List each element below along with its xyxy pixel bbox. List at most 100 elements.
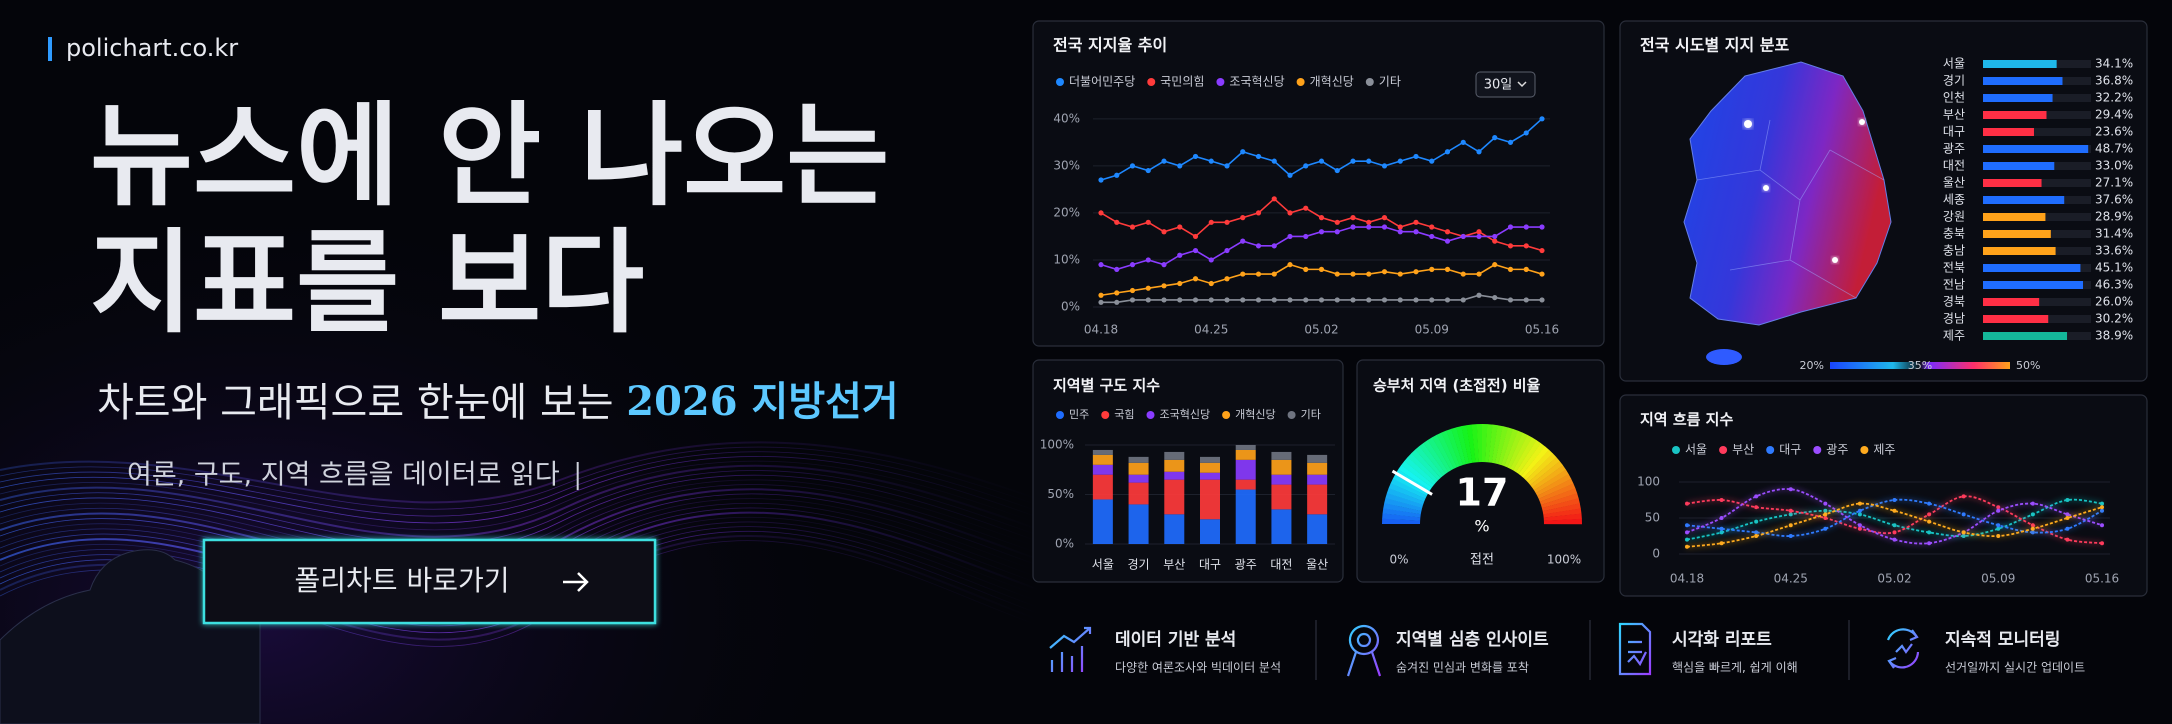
value-label: 31.4% bbox=[2095, 227, 2133, 241]
dropdown-label[interactable]: 30일 bbox=[1484, 78, 1513, 93]
data-point bbox=[1523, 266, 1529, 272]
legend-label: 국민의힘 bbox=[1160, 75, 1204, 89]
y-tick-label: 10% bbox=[1053, 252, 1080, 266]
data-point bbox=[1685, 537, 1689, 542]
bar-segment bbox=[1092, 499, 1113, 544]
data-point bbox=[1927, 519, 1932, 524]
data-point bbox=[1145, 219, 1151, 225]
y-tick-label: 0% bbox=[1061, 300, 1080, 314]
data-point bbox=[1413, 297, 1419, 303]
data-point bbox=[1303, 163, 1309, 169]
dropdown-caret[interactable] bbox=[1517, 81, 1527, 88]
data-point bbox=[1476, 229, 1482, 235]
wave-line bbox=[0, 456, 1041, 524]
data-point bbox=[1366, 219, 1372, 225]
bar-segment bbox=[1164, 451, 1185, 460]
gauge-band bbox=[1441, 430, 1460, 468]
data-point bbox=[1334, 271, 1340, 277]
dropdown-frame[interactable] bbox=[1475, 71, 1536, 98]
feature-subtitle: 다양한 여론조사와 빅데이터 분석 bbox=[1115, 661, 1281, 675]
bar-segment bbox=[1092, 474, 1113, 500]
data-point bbox=[1823, 501, 1828, 506]
bar bbox=[1983, 94, 2053, 102]
data-point bbox=[1255, 153, 1262, 160]
region-label: 인천 bbox=[1943, 90, 1965, 105]
data-point bbox=[1350, 271, 1356, 277]
y-tick-label: 30% bbox=[1053, 158, 1080, 172]
data-point bbox=[1857, 508, 1862, 513]
scale-tick-label: 20% bbox=[1800, 359, 1824, 372]
x-tick-label: 04.18 bbox=[1670, 572, 1704, 586]
data-point bbox=[1114, 172, 1120, 178]
data-point bbox=[1754, 519, 1759, 524]
data-point bbox=[1240, 238, 1246, 244]
data-point bbox=[2065, 512, 2070, 517]
color-scale bbox=[1830, 362, 2010, 369]
region-label: 전남 bbox=[1943, 278, 1965, 292]
gauge-band bbox=[1537, 478, 1574, 499]
data-point bbox=[1208, 297, 1214, 303]
data-point bbox=[1177, 163, 1183, 169]
range-dropdown[interactable]: 30일 bbox=[1475, 71, 1536, 98]
gauge-marker bbox=[1391, 469, 1433, 496]
legend-label: 조국혁신당 bbox=[1160, 408, 1211, 421]
gauge-band bbox=[1415, 446, 1444, 478]
legend-label: 제주 bbox=[1873, 443, 1895, 457]
gauge-band bbox=[1494, 426, 1509, 465]
gauge-band bbox=[1382, 518, 1421, 524]
data-point bbox=[1892, 530, 1897, 535]
gauge-band bbox=[1419, 442, 1446, 476]
gauge-band bbox=[1485, 424, 1493, 463]
data-point bbox=[1240, 297, 1246, 303]
gauge-band bbox=[1446, 428, 1463, 467]
subtitle-highlight: 2026 지방선거 bbox=[626, 378, 898, 425]
data-point bbox=[1287, 210, 1293, 216]
data-point bbox=[1334, 229, 1340, 235]
data-point bbox=[1892, 537, 1897, 542]
cta-button[interactable]: 폴리차트 바로가기 bbox=[202, 538, 657, 625]
data-point bbox=[1192, 247, 1199, 254]
bar-segment bbox=[1307, 474, 1328, 485]
region-label: 세종 bbox=[1943, 193, 1965, 207]
x-tick-label: 05.02 bbox=[1304, 323, 1338, 337]
button-arrow[interactable] bbox=[563, 572, 589, 592]
data-point bbox=[1539, 116, 1545, 122]
data-point bbox=[1287, 233, 1293, 240]
data-point bbox=[1271, 196, 1277, 202]
gauge-band bbox=[1456, 426, 1470, 465]
data-point bbox=[1287, 262, 1293, 268]
data-point bbox=[1098, 210, 1104, 216]
data-point bbox=[1098, 262, 1104, 268]
legend-label: 기타 bbox=[1301, 408, 1321, 421]
icon-report bbox=[1618, 622, 1652, 676]
gauge-band bbox=[1411, 449, 1441, 481]
button-label[interactable]: 폴리차트 바로가기 bbox=[295, 564, 510, 597]
data-point bbox=[1754, 534, 1759, 538]
data-point bbox=[1492, 294, 1498, 301]
feature-icons bbox=[1049, 622, 1920, 677]
x-tick-label: 05.16 bbox=[2085, 572, 2119, 586]
gauge-band bbox=[1498, 427, 1514, 466]
legend-swatch bbox=[1056, 78, 1064, 86]
gauge-band bbox=[1388, 483, 1426, 502]
data-point bbox=[1381, 297, 1388, 303]
gauge-band bbox=[1407, 453, 1439, 483]
data-point bbox=[1350, 158, 1356, 164]
legend-label: 부산 bbox=[1732, 443, 1754, 457]
gauge-band bbox=[1401, 460, 1434, 488]
legend-swatch bbox=[1056, 411, 1064, 419]
bar bbox=[1983, 60, 2057, 68]
data-point bbox=[1788, 487, 1793, 492]
data-point bbox=[1318, 158, 1325, 164]
data-point bbox=[1224, 163, 1230, 169]
data-point bbox=[1754, 494, 1759, 499]
bar bbox=[1983, 145, 2089, 153]
legend-swatch bbox=[1147, 78, 1156, 86]
data-point bbox=[1381, 269, 1388, 275]
bar bbox=[1983, 230, 2051, 238]
data-point bbox=[1961, 534, 1966, 538]
bar-segment bbox=[1128, 504, 1149, 544]
bar bbox=[1983, 196, 2065, 204]
data-point bbox=[1271, 271, 1277, 277]
data-point bbox=[1460, 139, 1466, 145]
